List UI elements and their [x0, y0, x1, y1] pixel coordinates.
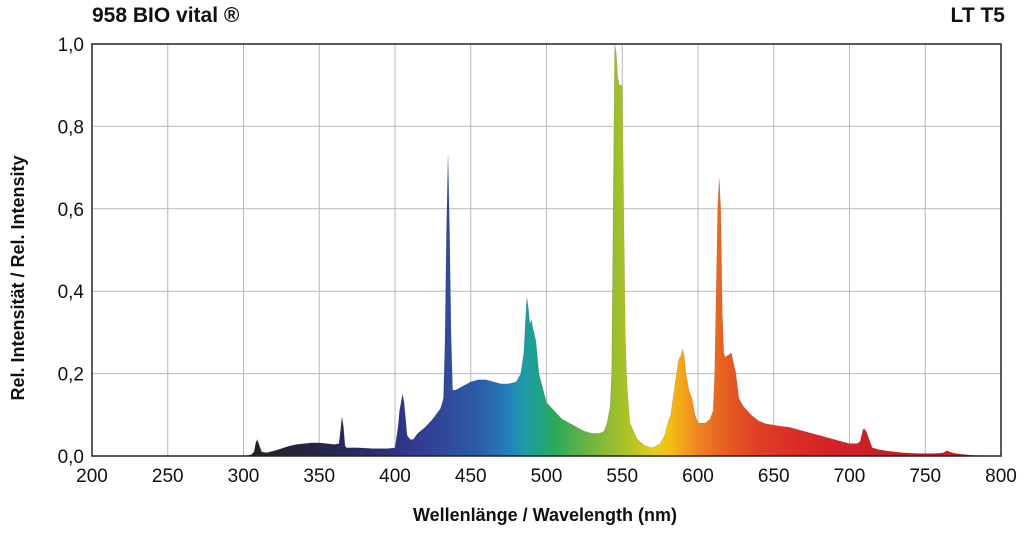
y-tick-label: 0,0	[58, 447, 84, 468]
spectrum-outline	[92, 43, 1001, 457]
x-tick-label: 200	[76, 466, 108, 487]
chart-title: 958 BIO vital ®	[92, 4, 240, 27]
y-tick-label: 0,8	[58, 117, 84, 138]
x-tick-label: 350	[303, 466, 335, 487]
y-tick-labels: 0,0 0,2 0,4 0,6 0,8 1,0	[58, 35, 85, 468]
y-tick-label: 0,6	[58, 200, 84, 221]
x-axis-label: Wellenlänge / Wavelength (nm)	[413, 505, 677, 525]
x-tick-label: 450	[455, 466, 487, 487]
x-tick-label: 700	[834, 466, 866, 487]
y-tick-label: 1,0	[58, 35, 84, 56]
x-tick-label: 650	[758, 466, 790, 487]
x-tick-label: 750	[909, 466, 941, 487]
y-tick-label: 0,4	[58, 282, 85, 303]
x-tick-label: 550	[606, 466, 638, 487]
x-tick-label: 250	[152, 466, 184, 487]
x-tick-label: 400	[379, 466, 411, 487]
x-tick-label: 500	[531, 466, 563, 487]
x-tick-label: 600	[682, 466, 714, 487]
x-tick-label: 300	[228, 466, 260, 487]
x-tick-labels: 200 250 300 350 400 450 500 550 600 650 700 750 800	[76, 466, 1017, 487]
y-axis-label: Rel. Intensität / Rel. Intensity	[8, 155, 28, 400]
grid-lines	[91, 43, 1002, 457]
x-tick-label: 800	[985, 466, 1017, 487]
lamp-type-label: LT T5	[951, 4, 1006, 27]
plot-frame	[91, 43, 1002, 457]
y-tick-label: 0,2	[58, 365, 84, 386]
